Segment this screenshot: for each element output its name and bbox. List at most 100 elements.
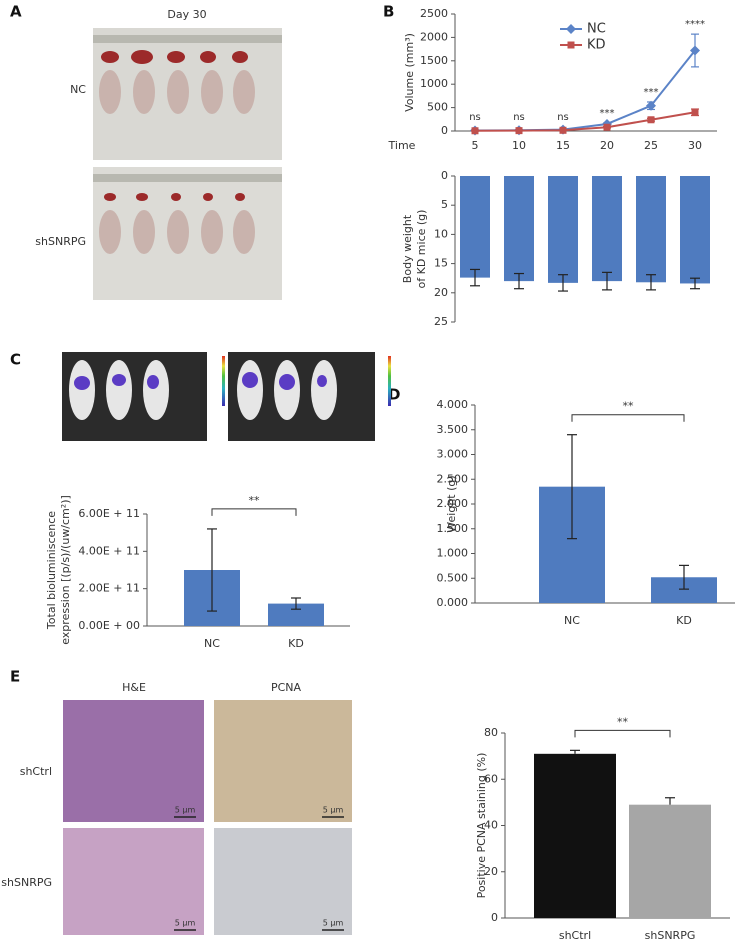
y-tick-label: 2.500 xyxy=(437,472,469,485)
series-line xyxy=(474,111,696,132)
legend-marker xyxy=(567,41,575,49)
marker xyxy=(647,116,655,124)
y-tick-label: 1.000 xyxy=(437,547,469,560)
y-tick-label: 25 xyxy=(434,315,448,328)
y-axis-label: Total bioluminiscence xyxy=(45,511,58,630)
scale-label: 5 µm xyxy=(323,806,344,815)
legend-marker xyxy=(566,24,576,34)
y-tick-label: 20 xyxy=(434,286,448,299)
x-tick-label: 5 xyxy=(472,139,479,152)
y-tick-label: 2500 xyxy=(420,7,448,20)
panel-letter: C xyxy=(10,351,21,369)
marker xyxy=(603,123,611,131)
y-tick-label: 1.500 xyxy=(437,522,469,535)
x-tick-label: 30 xyxy=(688,139,702,152)
column-label: H&E xyxy=(122,681,146,694)
y-tick-label: 0 xyxy=(441,124,448,137)
signal xyxy=(74,372,327,390)
significance: ns xyxy=(557,112,569,123)
y-axis-label: Body weight xyxy=(401,214,414,283)
y-tick-label: 0 xyxy=(441,169,448,182)
bar xyxy=(680,176,710,284)
marker xyxy=(515,127,523,135)
significance: *** xyxy=(600,108,615,119)
y-tick-label: 3.000 xyxy=(437,448,469,461)
marker xyxy=(559,126,567,134)
x-tick-label: shCtrl xyxy=(559,929,591,941)
y-tick-label: 2000 xyxy=(420,30,448,43)
legend-label: NC xyxy=(587,22,606,37)
y-axis-label: Weight (g) xyxy=(445,475,458,532)
panel-letter: D xyxy=(388,386,400,404)
y-tick-label: 80 xyxy=(484,726,498,739)
row-label: NC xyxy=(70,83,86,96)
x-tick-label: KD xyxy=(288,637,304,650)
y-tick-label: 1000 xyxy=(420,77,448,90)
y-tick-label: 2.000 xyxy=(437,497,469,510)
y-tick-label: 60 xyxy=(484,772,498,785)
row-label: shSNRPG xyxy=(1,876,52,889)
bar xyxy=(629,804,711,918)
bar xyxy=(534,753,616,918)
scale-label: 5 µm xyxy=(175,806,196,815)
marker xyxy=(690,45,700,56)
scale-label: 5 µm xyxy=(323,919,344,928)
row-label: shCtrl xyxy=(20,765,52,778)
scale-labels: 5 µm 5 µm 5 µm 5 µm xyxy=(175,806,344,928)
histology-photo xyxy=(214,828,352,935)
significance: *** xyxy=(644,87,659,98)
x-tick-label: 20 xyxy=(600,139,614,152)
tumors xyxy=(101,50,248,201)
significance-bracket xyxy=(574,729,671,738)
y-axis-label: expression [(p/s)/(uw/cm²)] xyxy=(59,495,72,645)
significance: ** xyxy=(623,400,635,413)
x-tick-label: NC xyxy=(204,637,220,650)
panel-letter: A xyxy=(10,3,22,21)
scale-label: 5 µm xyxy=(175,919,196,928)
panel-letter: E xyxy=(10,668,20,686)
x-tick-label: 25 xyxy=(644,139,658,152)
y-tick-label: 15 xyxy=(434,257,448,270)
x-axis-label: Time xyxy=(388,139,416,152)
column-label: PCNA xyxy=(271,681,302,694)
y-tick-label: 2.00E + 11 xyxy=(78,582,140,595)
significance-bracket xyxy=(571,414,685,422)
y-tick-label: 3.500 xyxy=(437,423,469,436)
significance: **** xyxy=(685,19,705,30)
row-label: shSNRPG xyxy=(35,235,86,248)
y-tick-label: 40 xyxy=(484,819,498,832)
y-tick-label: 5 xyxy=(441,198,448,211)
color-scale xyxy=(222,356,225,406)
y-tick-label: 6.00E + 11 xyxy=(78,507,140,520)
y-axis-label: of KD mice (g) xyxy=(415,210,428,289)
y-tick-label: 500 xyxy=(427,101,448,114)
x-tick-label: 15 xyxy=(556,139,570,152)
significance: ** xyxy=(249,494,261,507)
significance-bracket xyxy=(211,508,297,516)
legend-label: KD xyxy=(587,38,606,53)
x-tick-label: NC xyxy=(564,614,580,627)
y-tick-label: 1500 xyxy=(420,54,448,67)
significance: ns xyxy=(513,112,525,123)
photo-title: Day 30 xyxy=(167,8,206,21)
y-tick-label: 0.000 xyxy=(437,596,469,609)
histology-photo xyxy=(214,700,352,822)
mice xyxy=(99,70,255,254)
bar xyxy=(592,176,622,282)
bar xyxy=(504,176,534,282)
y-tick-label: 4.00E + 11 xyxy=(78,544,140,557)
color-scale xyxy=(388,356,391,406)
ruler xyxy=(93,35,282,43)
scale-bars xyxy=(174,816,344,931)
marker xyxy=(471,127,479,135)
y-tick-label: 20 xyxy=(484,865,498,878)
marker xyxy=(646,100,656,111)
significance: ** xyxy=(617,715,629,728)
x-tick-label: 10 xyxy=(512,139,526,152)
y-axis-label: Positive PCNA staining (%) xyxy=(475,753,488,899)
histology-photo xyxy=(63,700,204,822)
bar xyxy=(460,176,490,278)
x-tick-label: shSNRPG xyxy=(645,929,696,941)
x-tick-label: KD xyxy=(676,614,692,627)
